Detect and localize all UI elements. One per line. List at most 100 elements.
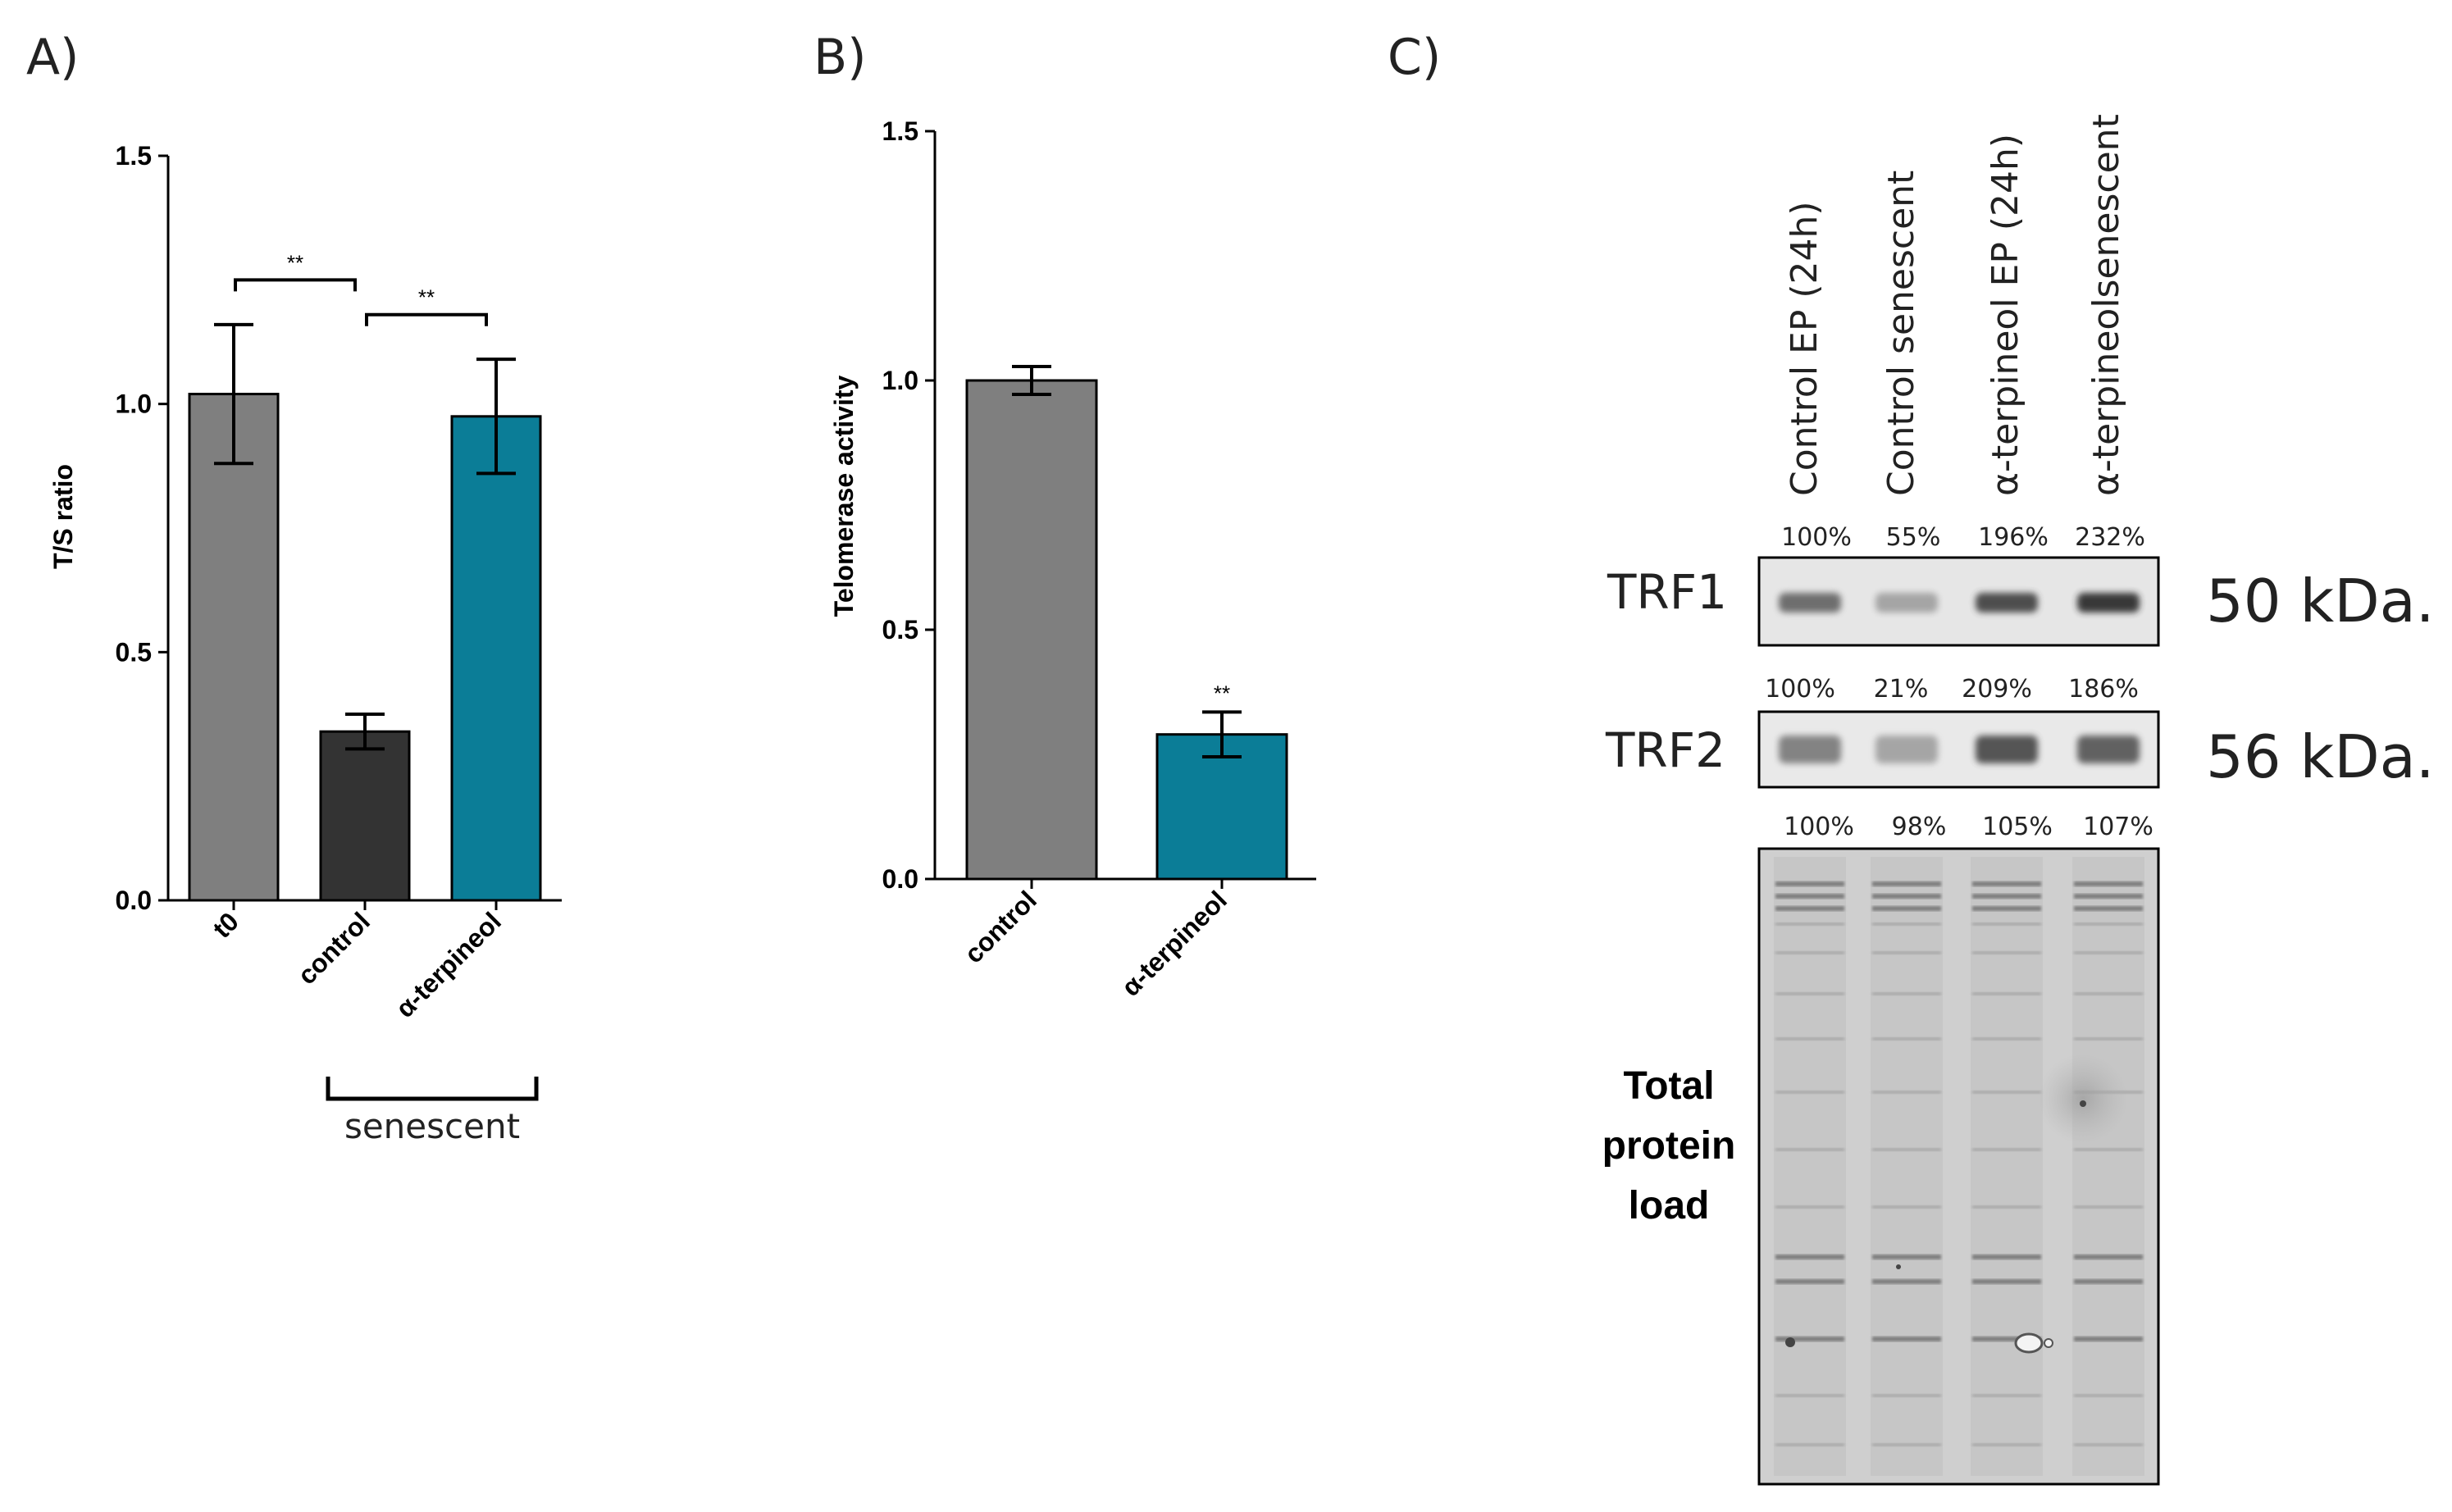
panel-b-letter: B)	[814, 29, 867, 86]
y-tick-label: 0.0	[882, 864, 918, 894]
blot-band	[1976, 736, 2038, 763]
gel-band	[2074, 1279, 2143, 1284]
blot-band	[1875, 736, 1938, 763]
blot-band	[1875, 593, 1938, 613]
lane-header-4: α-terpineolsenescent	[2085, 114, 2127, 496]
bar	[1155, 733, 1288, 881]
gel-band	[2074, 951, 2143, 954]
gel-band	[1972, 1255, 2041, 1259]
panel-a-letter: A)	[26, 29, 79, 86]
trf1-row: 100% 55% 196% 232% TRF1 50 kDa.	[1607, 523, 2435, 647]
gel-lane	[1871, 857, 1943, 1476]
blot-band	[2077, 593, 2140, 613]
trf2-percent-2: 21%	[1874, 675, 1929, 704]
gel-band	[1972, 1148, 2041, 1151]
gel-band	[1872, 1337, 1941, 1341]
gel-band	[1972, 906, 2041, 911]
gel-band	[1872, 922, 1941, 926]
total-protein-label-line-2: protein	[1602, 1124, 1736, 1168]
senescent-group-label: senescent	[344, 1106, 520, 1146]
blot-band	[1779, 593, 1841, 613]
trf2-percent-1: 100%	[1765, 675, 1835, 704]
gel-band	[1775, 992, 1844, 995]
gel-band	[2074, 1337, 2143, 1341]
trf2-size: 56 kDa.	[2206, 722, 2435, 791]
gel-band	[1972, 881, 2041, 886]
y-tick-label: 1.5	[116, 141, 152, 171]
panel-a-plot: 0.0 0.5 1.0 1.5 t0 control α-terpineol ** **	[116, 141, 562, 1023]
gel-band	[1872, 1255, 1941, 1259]
gel-band	[1972, 1205, 2041, 1209]
gel-band	[1775, 1205, 1844, 1209]
trf2-percent-3: 209%	[1962, 675, 2032, 704]
gel-band	[1872, 1394, 1941, 1397]
significance-label: **	[287, 250, 303, 275]
gel-band	[1972, 1337, 2041, 1341]
x-tick-label: t0	[207, 906, 244, 944]
gel-band	[1972, 1443, 2041, 1446]
gel-band	[2074, 1255, 2143, 1259]
blot-band	[1976, 593, 2038, 613]
significance-label: **	[1214, 681, 1230, 705]
gel-artifacts	[1785, 1054, 2128, 1354]
total-percent-4: 107%	[2083, 813, 2153, 841]
significance-bracket	[365, 312, 488, 326]
gel-band	[1775, 1443, 1844, 1446]
panel-b: B) Telomerase activity 0.0 0.5 1.0 1.5 contr…	[814, 29, 1316, 1002]
blot-band	[2077, 736, 2140, 763]
lane-header-2: Control senescent	[1880, 171, 1922, 496]
gel-band	[1872, 1443, 1941, 1446]
panel-c-letter: C)	[1388, 29, 1441, 86]
panel-c: C) Control EP (24h) Control senescent α-…	[1388, 29, 2435, 1486]
trf1-size: 50 kDa.	[2206, 567, 2435, 635]
gel-band	[2074, 906, 2143, 911]
gel-lane	[2072, 857, 2144, 1476]
panel-a-y-axis-label: T/S ratio	[48, 464, 78, 569]
gel-band	[1775, 1255, 1844, 1259]
gel-band	[2074, 992, 2143, 995]
gel-band	[1872, 881, 1941, 886]
gel-band	[2074, 1037, 2143, 1041]
gel-band	[1872, 1037, 1941, 1041]
blot-band	[1779, 736, 1841, 763]
trf2-label: TRF2	[1605, 722, 1725, 778]
gel-band	[1872, 951, 1941, 954]
bar	[319, 730, 411, 902]
trf1-percent-1: 100%	[1781, 523, 1852, 552]
gel-band	[1775, 906, 1844, 911]
gel-band	[1775, 1279, 1844, 1284]
blot-lane-headers: Control EP (24h) Control senescent α-ter…	[1784, 114, 2127, 496]
significance-label: **	[418, 285, 435, 310]
y-tick-label: 0.5	[882, 615, 918, 644]
gel-band	[2074, 922, 2143, 926]
gel-band	[1972, 894, 2041, 899]
panel-a: A) T/S ratio 0.0 0.5 1.0 1.5 t0 control α-terp…	[26, 29, 562, 1146]
total-protein-label-line-1: Total	[1623, 1064, 1714, 1108]
gel-band	[1872, 894, 1941, 899]
y-tick-label: 0.0	[116, 886, 152, 915]
trf1-bands	[1779, 593, 2140, 613]
gel-band	[1872, 1091, 1941, 1094]
gel-band	[2074, 881, 2143, 886]
y-tick-label: 0.5	[116, 637, 152, 667]
gel-band	[1775, 1148, 1844, 1151]
significance-bracket	[234, 278, 357, 292]
gel-band	[1972, 922, 2041, 926]
x-tick-label: α-terpineol	[1116, 885, 1233, 1001]
senescent-group-bracket: senescent	[326, 1077, 539, 1146]
y-tick-label: 1.0	[882, 366, 918, 395]
total-percent-1: 100%	[1784, 813, 1854, 841]
trf2-bands	[1779, 736, 2140, 763]
gel-band	[1775, 894, 1844, 899]
x-tick-label: control	[959, 885, 1042, 968]
gel-band	[2074, 1443, 2143, 1446]
gel-band	[1775, 922, 1844, 926]
trf1-percent-2: 55%	[1886, 523, 1941, 552]
gel-band	[1972, 992, 2041, 995]
gel-lanes	[1774, 857, 2144, 1476]
y-tick-label: 1.5	[882, 116, 918, 146]
gel-band	[2074, 1205, 2143, 1209]
x-tick-label: control	[292, 906, 376, 990]
gel-band	[1972, 951, 2041, 954]
